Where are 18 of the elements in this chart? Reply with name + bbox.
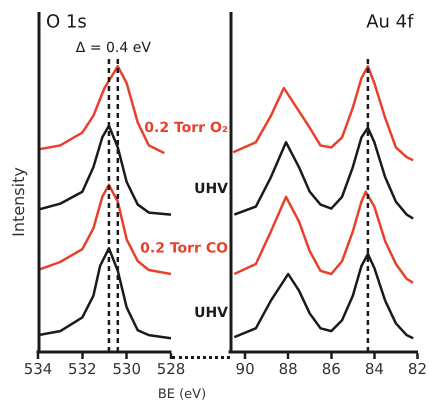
x-tick-label: 528: [156, 360, 186, 378]
x-tick-label: 84: [364, 360, 384, 378]
y-axis-title: Intensity: [9, 167, 28, 237]
x-tick-label: 90: [236, 360, 255, 378]
chart-title: Au 4f: [366, 12, 414, 33]
x-tick-label: 82: [408, 360, 428, 378]
x-tick-label: 86: [322, 360, 341, 378]
text: UHV: [194, 304, 228, 321]
x-tick-label: 532: [68, 360, 97, 378]
x-tick-label: 530: [112, 360, 141, 378]
x-tick-label: 534: [24, 360, 52, 378]
text: Δ = 0.4 eV: [76, 40, 152, 56]
text: UHV: [194, 181, 228, 198]
x-tick-label: 88: [278, 360, 298, 378]
series-label: 0.2 Torr O₂: [144, 120, 228, 136]
x-axis-title: BE (eV): [158, 386, 206, 402]
series-label: 0.2 Torr CO: [140, 240, 228, 257]
chart-title: O 1s: [46, 12, 87, 33]
